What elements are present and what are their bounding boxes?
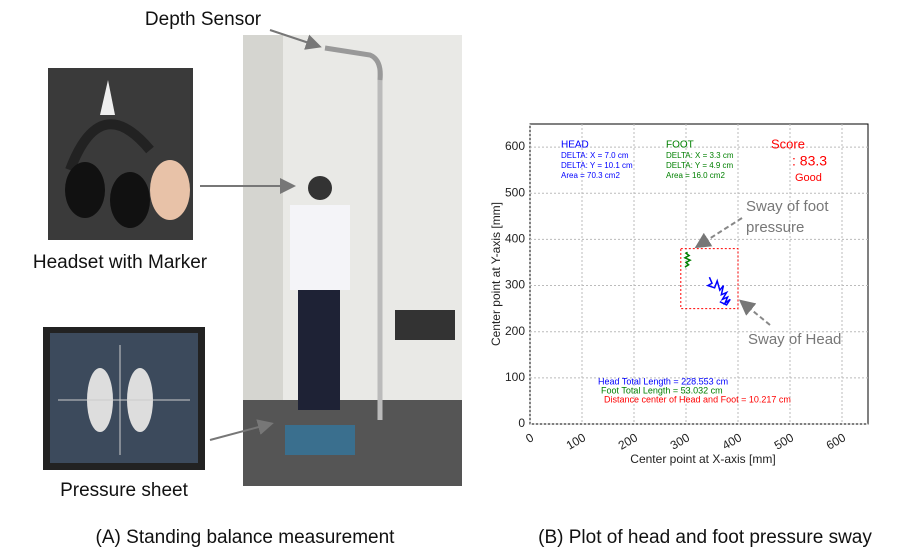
y-tick-label: 400 bbox=[505, 232, 525, 246]
score-title: Score bbox=[771, 136, 805, 151]
annotation-arrow bbox=[738, 299, 771, 326]
score-value: : 83.3 bbox=[792, 153, 827, 169]
total-line: Distance center of Head and Foot = 10.21… bbox=[604, 394, 791, 404]
total-line: Head Total Length = 228.553 cm bbox=[598, 376, 728, 386]
y-tick-label: 500 bbox=[505, 185, 525, 199]
y-axis-label: Center point at Y-axis [mm] bbox=[489, 202, 503, 346]
y-tick-label: 600 bbox=[505, 139, 525, 153]
headset-photo bbox=[48, 68, 193, 240]
legend-foot: FOOT bbox=[666, 140, 694, 151]
x-tick-label: 500 bbox=[772, 430, 797, 452]
arrows bbox=[200, 29, 322, 441]
x-tick-label: 400 bbox=[720, 430, 745, 452]
foot-stat: Area = 16.0 cm2 bbox=[666, 171, 725, 180]
foot-annotation: Sway of foot bbox=[746, 198, 829, 215]
y-tick-label: 0 bbox=[518, 416, 525, 430]
head-stat: DELTA: Y = 10.1 cm bbox=[561, 161, 633, 170]
caption-b: (B) Plot of head and foot pressure sway bbox=[538, 527, 872, 548]
standing-photo bbox=[243, 35, 462, 486]
caption-a: (A) Standing balance measurement bbox=[96, 527, 396, 548]
y-tick-label: 100 bbox=[505, 370, 525, 384]
foot-stat: DELTA: Y = 4.9 cm bbox=[666, 161, 734, 170]
x-axis-label: Center point at X-axis [mm] bbox=[630, 452, 775, 466]
y-tick-label: 200 bbox=[505, 324, 525, 338]
foot-annotation: pressure bbox=[746, 219, 804, 236]
x-tick-label: 0 bbox=[523, 430, 536, 446]
sway-trace bbox=[683, 251, 692, 268]
legend-head: HEAD bbox=[561, 140, 589, 151]
annotation-arrow bbox=[694, 217, 743, 249]
head-stat: DELTA: X = 7.0 cm bbox=[561, 151, 629, 160]
region-box bbox=[680, 248, 739, 310]
x-tick-label: 200 bbox=[616, 430, 641, 452]
pressure-photo bbox=[43, 327, 205, 470]
y-tick-label: 300 bbox=[505, 278, 525, 292]
x-tick-label: 300 bbox=[668, 430, 693, 452]
pressure-label: Pressure sheet bbox=[60, 480, 189, 501]
x-tick-label: 100 bbox=[564, 430, 589, 452]
total-line: Foot Total Length = 53.032 cm bbox=[601, 385, 723, 395]
foot-stat: DELTA: X = 3.3 cm bbox=[666, 151, 734, 160]
x-tick-label: 600 bbox=[824, 430, 849, 452]
head-annotation: Sway of Head bbox=[748, 331, 841, 348]
sensor-label: Depth Sensor bbox=[145, 9, 262, 30]
head-stat: Area = 70.3 cm2 bbox=[561, 171, 620, 180]
headset-label: Headset with Marker bbox=[33, 252, 208, 273]
sway-trace bbox=[705, 276, 731, 306]
score-grade: Good bbox=[795, 172, 822, 184]
